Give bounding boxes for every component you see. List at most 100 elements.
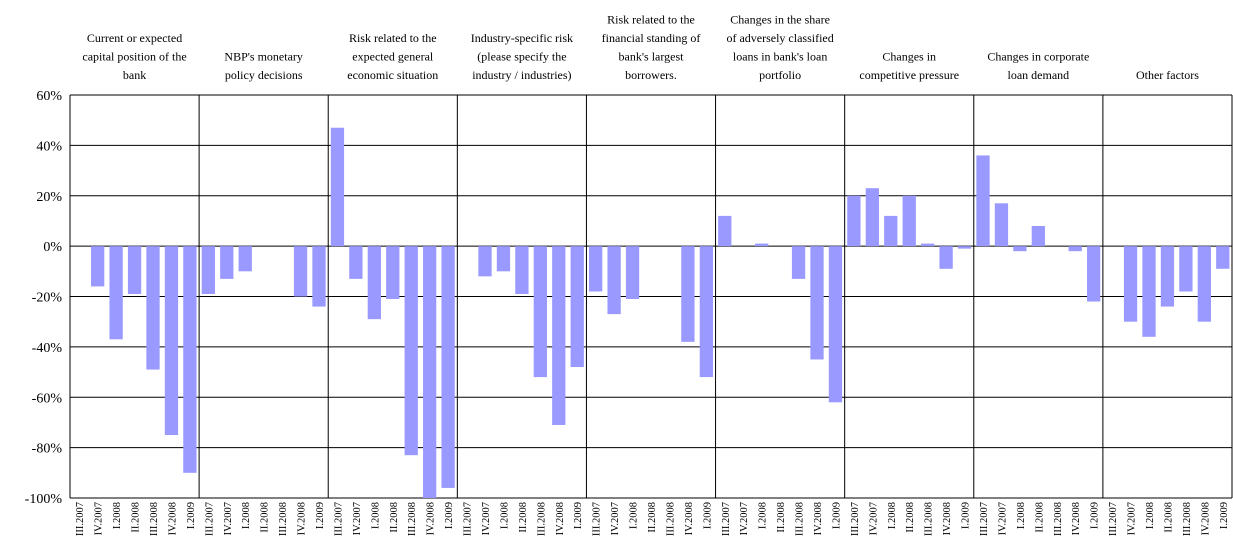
bar	[496, 246, 511, 272]
panel-title: capital position of the	[82, 50, 186, 64]
x-tick-label: I.2009	[315, 502, 326, 529]
bar	[91, 246, 105, 287]
bar	[1179, 246, 1193, 292]
x-tick-label: III.2007	[204, 502, 215, 536]
x-tick-label: I.2009	[444, 502, 455, 529]
bar	[164, 246, 179, 436]
panel-title: bank	[123, 68, 146, 82]
bar	[220, 246, 234, 279]
y-tick-label: -40%	[32, 341, 63, 356]
x-tick-label: IV.2007	[739, 502, 750, 535]
x-tick-label: I.2009	[186, 502, 197, 529]
bar	[478, 246, 492, 277]
panel-title: expected general	[352, 50, 434, 64]
x-tick-label: I.2008	[112, 502, 123, 529]
panel-title: industry / industries)	[472, 68, 571, 82]
x-tick-label: I.2009	[1090, 502, 1101, 529]
x-tick-label: III.2008	[924, 502, 935, 536]
panel-title: loans in bank's loan	[733, 50, 827, 64]
y-tick-label: 40%	[36, 139, 62, 154]
x-tick-label: II.2008	[905, 502, 916, 533]
x-tick-label: III.2007	[721, 502, 732, 536]
bar	[404, 246, 418, 456]
bar	[625, 246, 640, 300]
panel-title: Changes in	[882, 50, 936, 64]
y-tick-label: 0%	[43, 240, 62, 255]
x-tick-label: I.2008	[629, 502, 640, 529]
x-tick-label: I.2009	[573, 502, 584, 529]
bar	[201, 246, 215, 294]
bar	[330, 127, 345, 247]
bar	[1216, 246, 1230, 269]
bar	[994, 203, 1009, 247]
bar	[1031, 225, 1045, 247]
panel-title: (please specify the	[477, 50, 566, 64]
x-tick-label: II.2008	[1034, 502, 1045, 533]
bar	[349, 246, 363, 279]
x-tick-label: III.2008	[1182, 502, 1193, 536]
bar	[865, 188, 879, 247]
bar	[1160, 246, 1175, 307]
x-tick-label: IV.2007	[94, 502, 105, 535]
x-tick-label: IV.2008	[1200, 502, 1211, 535]
x-tick-label: II.2008	[1163, 502, 1174, 533]
panel-title: of adversely classified	[726, 31, 833, 45]
panel-title: Current or expected	[87, 31, 182, 45]
bar	[755, 243, 769, 247]
panel-title: Risk related to the	[607, 13, 695, 27]
bar	[146, 246, 160, 370]
x-tick-label: II.2008	[647, 502, 658, 533]
panel-title: Changes in corporate	[987, 50, 1089, 64]
bar	[1068, 246, 1082, 252]
panel-title: financial standing of	[602, 31, 701, 45]
bar	[1142, 246, 1156, 337]
bar	[902, 195, 916, 247]
y-tick-label: -60%	[32, 391, 63, 406]
x-tick-label: III.2007	[1108, 502, 1119, 536]
x-tick-label: II.2008	[260, 502, 271, 533]
x-tick-label: I.2008	[499, 502, 510, 529]
x-tick-label: IV.2008	[1071, 502, 1082, 535]
bar	[1197, 246, 1211, 322]
bar	[589, 246, 603, 292]
bar	[681, 246, 695, 342]
bar	[293, 246, 308, 297]
panel-title: Risk related to the	[349, 31, 437, 45]
bar	[423, 246, 437, 498]
bar	[828, 246, 843, 403]
x-tick-label: II.2008	[131, 502, 142, 533]
bar	[386, 246, 400, 300]
bar	[515, 246, 529, 294]
x-tick-label: IV.2008	[684, 502, 695, 535]
bar	[312, 246, 326, 307]
x-tick-label: IV.2007	[223, 502, 234, 535]
panel-title: policy decisions	[225, 68, 303, 82]
bar	[127, 246, 142, 294]
panel-title: NBP's monetary	[224, 50, 303, 64]
bar	[847, 195, 861, 247]
bar	[552, 246, 566, 425]
y-tick-label: -80%	[32, 442, 63, 457]
x-tick-label: IV.2008	[813, 502, 824, 535]
x-tick-label: IV.2008	[167, 502, 178, 535]
bar	[976, 155, 990, 247]
y-tick-label: 60%	[36, 89, 62, 104]
bar	[1087, 246, 1101, 302]
x-tick-label: III.2008	[536, 502, 547, 536]
bar	[1123, 246, 1138, 322]
x-tick-label: III.2007	[850, 502, 861, 536]
x-tick-label: I.2009	[702, 502, 713, 529]
x-tick-label: IV.2007	[352, 502, 363, 535]
bar	[939, 246, 953, 269]
bar	[957, 246, 972, 249]
bar	[791, 246, 806, 279]
x-tick-label: I.2008	[1145, 502, 1156, 529]
x-tick-label: III.2007	[333, 502, 344, 536]
x-tick-label: III.2008	[149, 502, 160, 536]
bar	[183, 246, 197, 473]
x-tick-label: I.2008	[241, 502, 252, 529]
x-tick-label: II.2008	[389, 502, 400, 533]
x-tick-label: I.2009	[961, 502, 972, 529]
bar	[921, 243, 935, 247]
x-tick-label: IV.2008	[426, 502, 437, 535]
